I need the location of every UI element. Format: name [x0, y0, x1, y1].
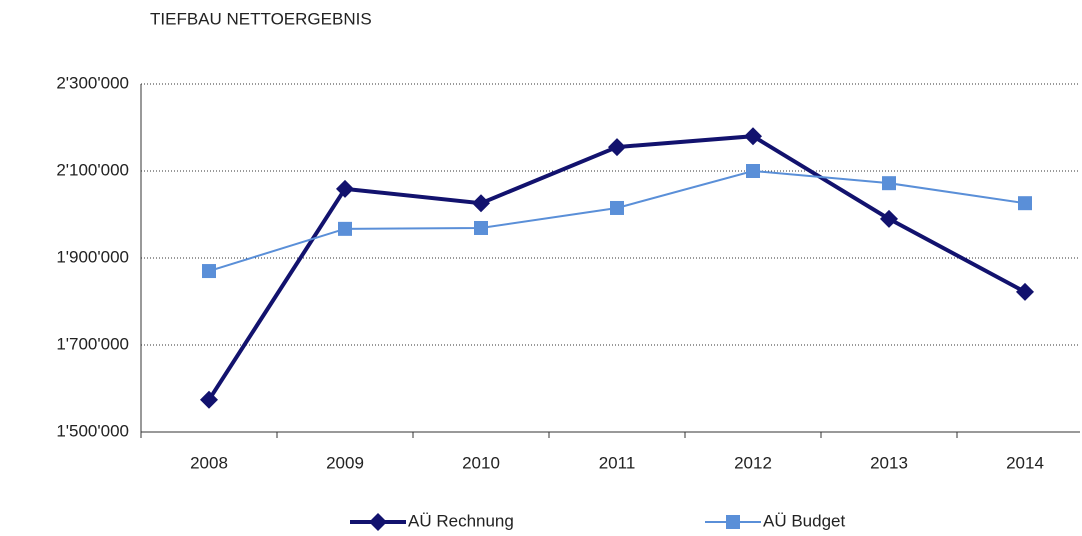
y-tick-label: 1'900'000	[56, 247, 129, 266]
chart-title: TIEFBAU NETTOERGEBNIS	[150, 9, 372, 28]
y-tick-label: 2'100'000	[56, 160, 129, 179]
point	[336, 179, 354, 198]
point	[338, 221, 352, 236]
point	[474, 220, 488, 235]
point	[200, 390, 218, 409]
x-tick-label: 2009	[326, 453, 364, 472]
point	[1016, 282, 1034, 301]
point	[608, 138, 626, 157]
point	[202, 264, 216, 279]
legend-label: AÜ Budget	[763, 511, 845, 530]
legend-marker	[369, 513, 387, 531]
legend-label: AÜ Rechnung	[408, 511, 514, 530]
x-tick-label: 2010	[462, 453, 500, 472]
point	[472, 194, 490, 213]
x-tick-label: 2013	[870, 453, 908, 472]
point	[1018, 196, 1032, 211]
point	[880, 209, 898, 228]
point	[882, 176, 896, 191]
y-tick-label: 2'300'000	[56, 73, 129, 92]
point	[610, 200, 624, 215]
y-tick-label: 1'500'000	[56, 421, 129, 440]
point	[744, 127, 762, 146]
series-line	[208, 169, 1026, 273]
x-tick-label: 2012	[734, 453, 772, 472]
x-tick-label: 2011	[599, 453, 636, 472]
series-line	[207, 134, 1026, 401]
x-tick-label: 2008	[190, 453, 228, 472]
y-tick-label: 1'700'000	[56, 334, 129, 353]
point	[746, 164, 760, 178]
legend-marker	[726, 515, 740, 529]
x-tick-label: 2014	[1006, 453, 1044, 472]
